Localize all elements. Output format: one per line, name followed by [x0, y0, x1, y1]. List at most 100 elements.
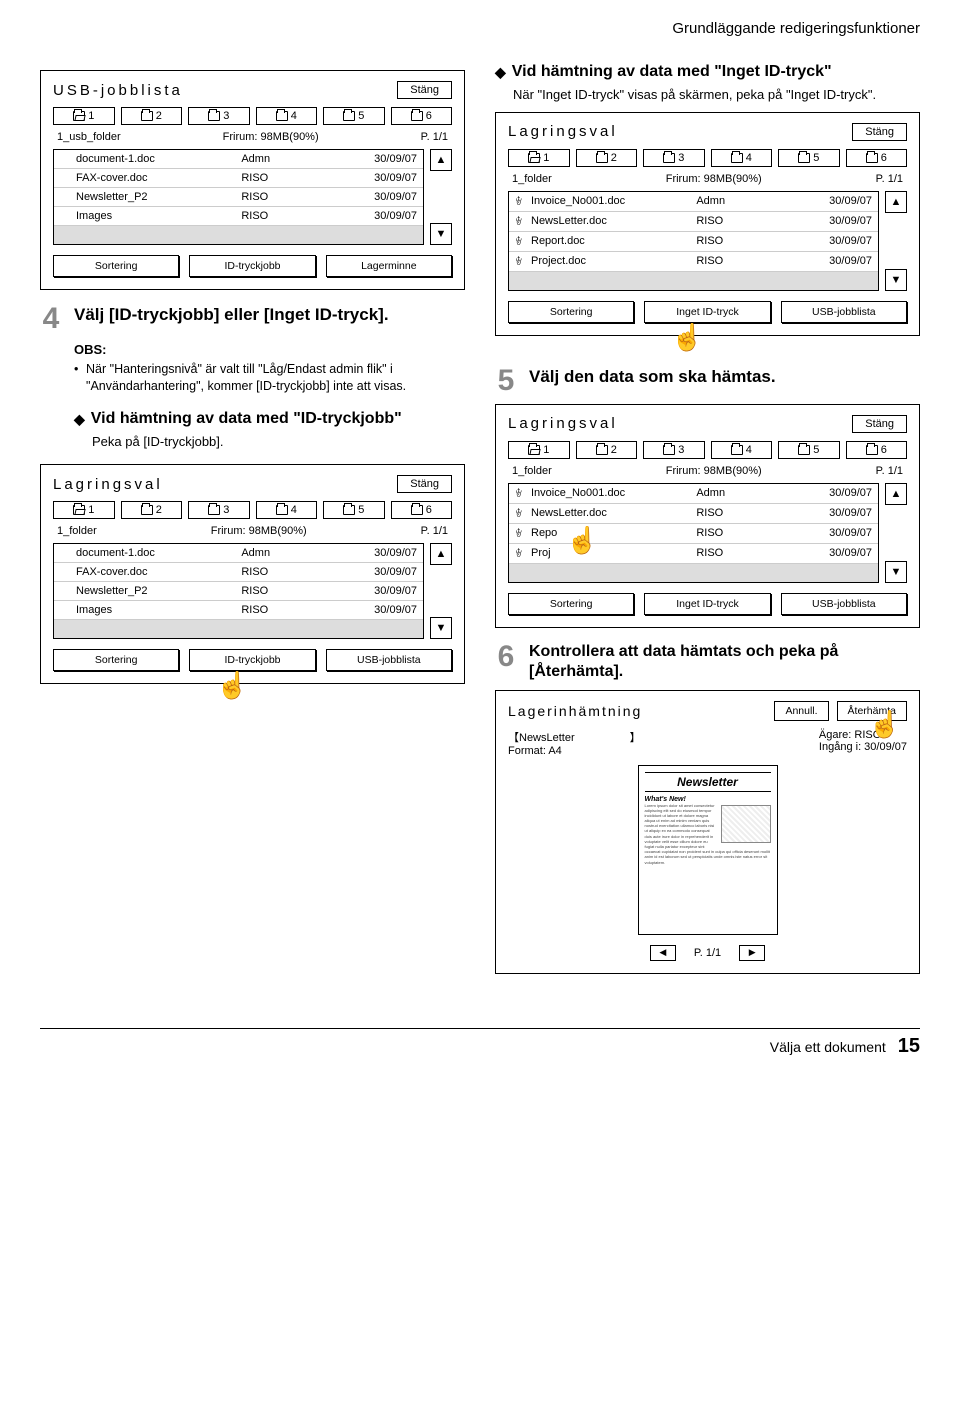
- free-label: Frirum:: [211, 525, 246, 537]
- folder-icon: [343, 505, 355, 515]
- file-name: Project.doc: [531, 255, 696, 267]
- sort-button[interactable]: Sortering: [53, 255, 179, 277]
- scroll-up-button[interactable]: ▲: [430, 543, 452, 565]
- tab-3[interactable]: 3: [188, 501, 250, 519]
- tab-1[interactable]: 1: [508, 441, 570, 459]
- tab-4[interactable]: 4: [711, 441, 773, 459]
- tab-1[interactable]: 1: [53, 501, 115, 519]
- file-owner: Admn: [696, 487, 779, 499]
- file-row[interactable]: document-1.docAdmn30/09/07: [54, 150, 423, 169]
- tab-2[interactable]: 2: [576, 149, 638, 167]
- tab-5[interactable]: 5: [323, 501, 385, 519]
- tab-2[interactable]: 2: [121, 107, 183, 125]
- scroll-down-button[interactable]: ▼: [885, 561, 907, 583]
- file-row-empty: [509, 272, 878, 290]
- tab-6[interactable]: 6: [846, 441, 908, 459]
- file-list: ꄃInvoice_No001.docAdmn30/09/07 ꄃNewsLett…: [508, 483, 879, 583]
- key-icon: ꄃ: [515, 255, 527, 268]
- file-owner: RISO: [241, 585, 324, 597]
- tab-1[interactable]: 1: [508, 149, 570, 167]
- cancel-button[interactable]: Annull.: [774, 701, 828, 721]
- file-row[interactable]: document-1.docAdmn30/09/07: [54, 544, 423, 563]
- scroll-up-button[interactable]: ▲: [885, 483, 907, 505]
- tab-label: 5: [358, 110, 364, 122]
- close-button[interactable]: Stäng: [397, 81, 452, 99]
- page-header: Grundläggande redigeringsfunktioner: [40, 20, 920, 37]
- page-next-button[interactable]: ▶: [739, 945, 765, 961]
- tab-5[interactable]: 5: [778, 149, 840, 167]
- tab-6[interactable]: 6: [391, 107, 453, 125]
- sort-button[interactable]: Sortering: [53, 649, 179, 671]
- file-row[interactable]: ꄃInvoice_No001.docAdmn30/09/07: [509, 484, 878, 504]
- tab-6[interactable]: 6: [846, 149, 908, 167]
- no-id-print-button[interactable]: Inget ID-tryck: [644, 593, 770, 615]
- file-name: Repo: [531, 527, 696, 539]
- file-row[interactable]: ꄃNewsLetter.docRISO30/09/07: [509, 504, 878, 524]
- tab-4[interactable]: 4: [256, 107, 318, 125]
- format-label: Format: A4: [508, 745, 641, 757]
- tab-2[interactable]: 2: [121, 501, 183, 519]
- scroll-down-button[interactable]: ▼: [430, 617, 452, 639]
- file-name: Proj: [531, 547, 696, 559]
- usb-job-list-button[interactable]: USB-jobblista: [326, 649, 452, 671]
- sort-button[interactable]: Sortering: [508, 593, 634, 615]
- scroll-down-button[interactable]: ▼: [430, 223, 452, 245]
- close-button[interactable]: Stäng: [852, 415, 907, 433]
- page-label: P. 1/1: [421, 131, 448, 143]
- folder-icon: [731, 445, 743, 455]
- step-number: 6: [495, 642, 517, 672]
- tab-3[interactable]: 3: [188, 107, 250, 125]
- tab-2[interactable]: 2: [576, 441, 638, 459]
- folder-icon: [276, 505, 288, 515]
- input-label: Ingång i: 30/09/07: [819, 741, 907, 753]
- tab-label: 3: [678, 152, 684, 164]
- usb-job-list-button[interactable]: USB-jobblista: [781, 301, 907, 323]
- sort-button[interactable]: Sortering: [508, 301, 634, 323]
- file-row[interactable]: ꄃProject.docRISO30/09/07: [509, 252, 878, 272]
- tab-label: 4: [291, 110, 297, 122]
- file-row[interactable]: ImagesRISO30/09/07: [54, 601, 423, 620]
- tab-1[interactable]: 1: [53, 107, 115, 125]
- file-row[interactable]: ꄃNewsLetter.docRISO30/09/07: [509, 212, 878, 232]
- file-row[interactable]: FAX-cover.docRISO30/09/07: [54, 563, 423, 582]
- tab-3[interactable]: 3: [643, 441, 705, 459]
- file-row[interactable]: ꄃProjRISO30/09/07: [509, 544, 878, 564]
- close-button[interactable]: Stäng: [852, 123, 907, 141]
- file-row[interactable]: ꄃRepoRISO30/09/07: [509, 524, 878, 544]
- sub-heading-text: Vid hämtning av data med "Inget ID-tryck…: [512, 62, 832, 82]
- tab-4[interactable]: 4: [256, 501, 318, 519]
- file-row[interactable]: ꄃInvoice_No001.docAdmn30/09/07: [509, 192, 878, 212]
- tab-4[interactable]: 4: [711, 149, 773, 167]
- storage-button[interactable]: Lagerminne: [326, 255, 452, 277]
- tab-5[interactable]: 5: [323, 107, 385, 125]
- folder-name: 1_usb_folder: [57, 131, 121, 143]
- tab-3[interactable]: 3: [643, 149, 705, 167]
- file-row[interactable]: Newsletter_P2RISO30/09/07: [54, 582, 423, 601]
- file-row[interactable]: Newsletter_P2RISO30/09/07: [54, 188, 423, 207]
- folder-icon: [596, 153, 608, 163]
- retrieve-button[interactable]: Återhämta: [837, 701, 907, 721]
- page-label: P. 1/1: [421, 525, 448, 537]
- page-prev-button[interactable]: ◀: [650, 945, 676, 961]
- folder-icon: [731, 153, 743, 163]
- scroll-up-button[interactable]: ▲: [430, 149, 452, 171]
- id-print-job-button[interactable]: ID-tryckjobb: [189, 255, 315, 277]
- file-row[interactable]: FAX-cover.docRISO30/09/07: [54, 169, 423, 188]
- scroll-down-button[interactable]: ▼: [885, 269, 907, 291]
- doc-name: NewsLetter: [519, 732, 575, 744]
- tab-6[interactable]: 6: [391, 501, 453, 519]
- file-row[interactable]: ImagesRISO30/09/07: [54, 207, 423, 226]
- usb-job-list-button[interactable]: USB-jobblista: [781, 593, 907, 615]
- id-print-job-button[interactable]: ID-tryckjobb: [189, 649, 315, 671]
- tab-5[interactable]: 5: [778, 441, 840, 459]
- no-id-print-button[interactable]: Inget ID-tryck: [644, 301, 770, 323]
- file-owner: RISO: [241, 172, 324, 184]
- tab-label: 6: [426, 504, 432, 516]
- file-row[interactable]: ꄃReport.docRISO30/09/07: [509, 232, 878, 252]
- folder-icon: [141, 505, 153, 515]
- file-row-empty: [509, 564, 878, 582]
- close-button[interactable]: Stäng: [397, 475, 452, 493]
- scroll-up-button[interactable]: ▲: [885, 191, 907, 213]
- file-name: FAX-cover.doc: [76, 566, 241, 578]
- folder-icon: [663, 153, 675, 163]
